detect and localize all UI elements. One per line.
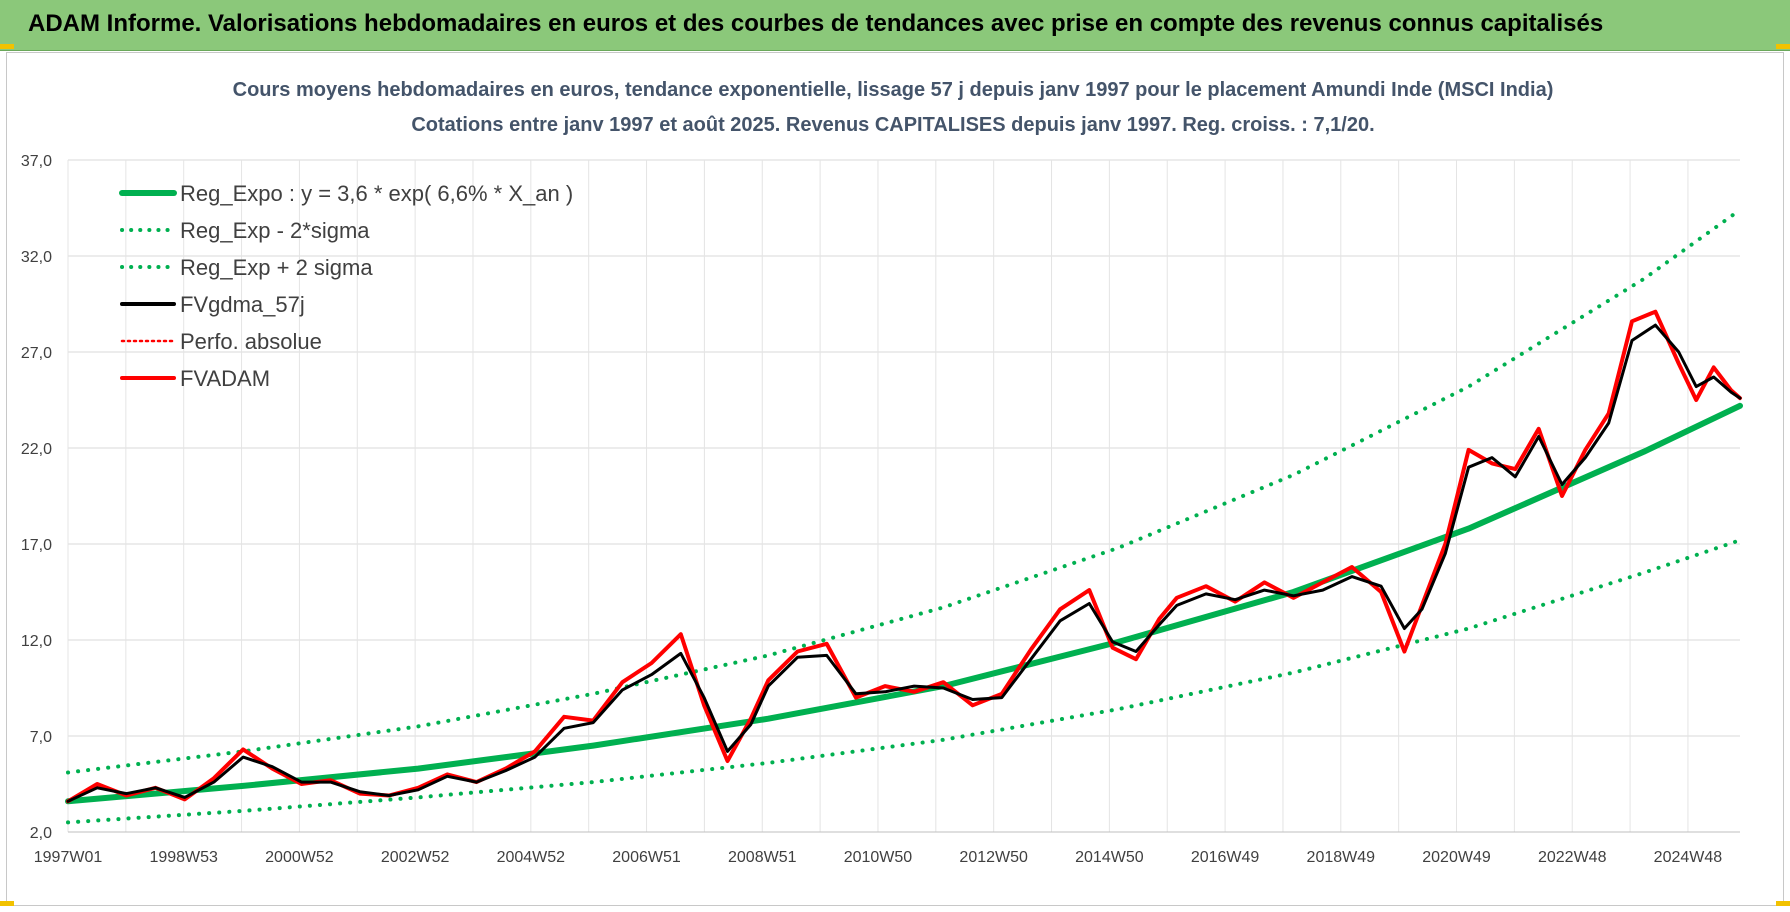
- x-tick-label: 2002W52: [381, 849, 450, 866]
- series-reg-expo: [65, 402, 1743, 805]
- y-tick-label: 7,0: [30, 729, 52, 746]
- legend: Reg_Expo : y = 3,6 * exp( 6,6% * X_an ) R…: [119, 181, 573, 391]
- x-tick-label: 2004W52: [497, 849, 566, 866]
- x-tick-label: 1998W53: [149, 849, 218, 866]
- legend-label: Reg_Exp - 2*sigma: [180, 218, 370, 243]
- x-tick-label: 2014W50: [1075, 849, 1144, 866]
- y-tick-label: 22,0: [21, 441, 52, 458]
- chart-title: Cours moyens hebdomadaires en euros, ten…: [233, 79, 1554, 101]
- corner-mark: [1776, 44, 1790, 49]
- y-tick-label: 12,0: [21, 633, 52, 650]
- corner-mark: [0, 901, 14, 906]
- legend-label: FVADAM: [180, 366, 270, 391]
- x-tick-label: 2020W49: [1422, 849, 1491, 866]
- y-tick-label: 37,0: [21, 153, 52, 170]
- x-tick-label: 2022W48: [1538, 849, 1607, 866]
- x-tick-label: 2016W49: [1191, 849, 1260, 866]
- legend-label: Reg_Expo : y = 3,6 * exp( 6,6% * X_an ): [180, 181, 573, 206]
- legend-label: FVgdma_57j: [180, 292, 305, 317]
- x-tick-label: 2010W50: [844, 849, 913, 866]
- x-tick-label: 2012W50: [959, 849, 1028, 866]
- x-tick-label: 2024W48: [1654, 849, 1723, 866]
- corner-mark: [0, 44, 14, 49]
- x-tick-label: 2018W49: [1307, 849, 1376, 866]
- page-title: ADAM Informe. Valorisations hebdomadaire…: [28, 10, 1604, 37]
- header-banner: ADAM Informe. Valorisations hebdomadaire…: [0, 0, 1790, 51]
- x-tick-label: 2000W52: [265, 849, 334, 866]
- plot-area: [65, 207, 1743, 825]
- series-reg-minus-2sigma: [66, 538, 1742, 825]
- x-tick-label: 1997W01: [34, 849, 103, 866]
- y-tick-label: 32,0: [21, 249, 52, 266]
- chart-subtitle: Cotations entre janv 1997 et août 2025. …: [411, 114, 1374, 136]
- chart-frame: [6, 52, 1784, 906]
- y-tick-label: 27,0: [21, 345, 52, 362]
- legend-label: Reg_Exp + 2 sigma: [180, 255, 373, 280]
- axes: 2,0 7,0 12,0 17,0 22,0 27,0 32,0 37,0 1997W01 199…: [21, 153, 1740, 866]
- series-reg-plus-2sigma: [66, 207, 1742, 775]
- corner-mark: [1776, 901, 1790, 906]
- series-perfo-absolue: [67, 310, 1741, 803]
- series-fvgdma-57j: [66, 323, 1742, 803]
- y-tick-label: 2,0: [30, 825, 52, 842]
- x-tick-label: 2006W51: [612, 849, 681, 866]
- x-tick-label: 2008W51: [728, 849, 797, 866]
- y-tick-label: 17,0: [21, 537, 52, 554]
- series-fvadam: [66, 309, 1742, 804]
- legend-label: Perfo. absolue: [180, 329, 322, 354]
